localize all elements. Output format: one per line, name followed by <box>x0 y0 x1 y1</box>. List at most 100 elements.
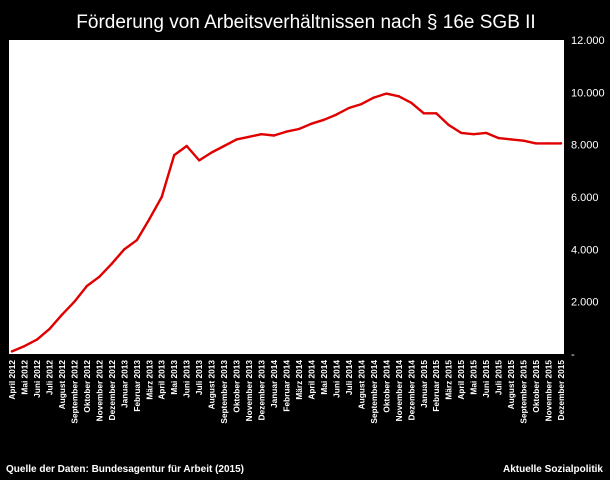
x-tick-label: Oktober 2014 <box>381 360 391 413</box>
data-point <box>210 151 213 154</box>
y-tick-label: 6.000 <box>571 192 599 204</box>
data-point <box>10 350 14 353</box>
x-tick-label: Dezember 2013 <box>257 360 267 421</box>
x-tick-label: April 2013 <box>157 360 167 400</box>
data-point <box>385 92 388 95</box>
y-tick-label: 8.000 <box>571 140 599 152</box>
x-tick-label: Mai 2012 <box>19 360 29 395</box>
x-tick-label: August 2015 <box>506 360 516 410</box>
data-point <box>360 102 363 106</box>
x-tick-label: August 2012 <box>57 360 67 410</box>
x-tick-label: Juli 2015 <box>494 360 504 395</box>
data-point <box>73 300 76 303</box>
data-point <box>60 313 64 316</box>
data-point <box>322 118 326 122</box>
x-tick-label: Juli 2014 <box>344 360 354 395</box>
y-tick-label: 2.000 <box>571 297 599 309</box>
data-point <box>559 142 563 145</box>
y-tick-label: 4.000 <box>571 244 599 256</box>
data-point <box>497 136 500 140</box>
data-point <box>297 127 301 131</box>
data-point <box>135 238 138 242</box>
data-point <box>522 139 525 142</box>
data-point <box>235 138 238 141</box>
x-tick-label: Februar 2015 <box>431 360 441 412</box>
y-tick-label: - <box>571 349 575 361</box>
x-tick-label: Dezember 2015 <box>556 360 566 421</box>
data-point <box>173 153 176 157</box>
y-axis: - 2.000 4.000 6.000 8.000 10.000 12.000 <box>571 35 605 361</box>
x-tick-label: September 2012 <box>69 360 79 424</box>
data-point <box>285 130 288 133</box>
x-axis: April 2012 Mai 2012 Juni 2012 Juli 2012 Augu… <box>7 360 566 424</box>
publisher-credit: Aktuelle Sozialpolitik <box>503 464 603 475</box>
data-point <box>197 159 201 162</box>
data-point <box>23 344 26 348</box>
x-tick-label: Juni 2015 <box>481 360 491 398</box>
x-tick-label: September 2014 <box>369 360 379 424</box>
x-tick-label: Juni 2012 <box>32 360 42 398</box>
data-point <box>509 138 513 141</box>
chart-title: Förderung von Arbeitsverhältnissen nach … <box>76 12 535 33</box>
x-tick-label: April 2014 <box>306 360 316 400</box>
data-point <box>447 123 450 127</box>
x-tick-label: Mai 2015 <box>469 360 479 395</box>
x-tick-label: März 2014 <box>294 360 304 400</box>
x-tick-label: Mai 2014 <box>319 360 329 395</box>
data-point <box>534 142 538 145</box>
x-tick-label: Dezember 2012 <box>107 360 117 421</box>
x-tick-label: September 2013 <box>219 360 229 424</box>
data-point <box>185 144 188 148</box>
x-tick-label: November 2013 <box>244 360 254 422</box>
data-point <box>35 338 39 341</box>
data-point <box>435 112 438 115</box>
data-point <box>397 95 400 98</box>
x-tick-label: September 2015 <box>519 360 529 424</box>
x-tick-label: August 2014 <box>356 360 366 410</box>
data-point <box>160 195 163 199</box>
x-tick-label: März 2013 <box>144 360 154 400</box>
data-point <box>484 131 488 135</box>
x-tick-label: November 2015 <box>544 360 554 422</box>
data-point <box>459 131 463 135</box>
x-tick-label: Dezember 2014 <box>406 360 416 421</box>
data-point <box>123 248 126 251</box>
data-point <box>48 327 51 331</box>
y-tick-label: 10.000 <box>571 87 605 99</box>
data-point <box>347 106 351 110</box>
x-tick-label: Februar 2014 <box>282 360 292 412</box>
data-point <box>310 122 313 125</box>
x-tick-label: Oktober 2012 <box>82 360 92 413</box>
data-point <box>547 142 550 145</box>
data-point <box>85 284 89 288</box>
x-tick-label: Juli 2013 <box>194 360 204 395</box>
data-point <box>222 144 226 148</box>
data-point <box>110 262 114 265</box>
data-source-note: Quelle der Daten: Bundesagentur für Arbe… <box>6 464 244 475</box>
x-tick-label: Februar 2013 <box>132 360 142 412</box>
data-point <box>247 135 251 139</box>
data-point <box>472 133 475 136</box>
x-tick-label: November 2014 <box>394 360 404 422</box>
x-tick-label: Juli 2012 <box>44 360 54 395</box>
x-tick-label: Januar 2014 <box>269 360 279 408</box>
plot-area <box>9 40 564 354</box>
x-tick-label: Mai 2013 <box>169 360 179 395</box>
x-tick-label: Juni 2014 <box>331 360 341 398</box>
x-tick-label: Oktober 2015 <box>531 360 541 413</box>
x-tick-label: Januar 2013 <box>119 360 129 408</box>
data-point <box>98 275 101 279</box>
x-tick-label: März 2015 <box>444 360 454 400</box>
x-tick-label: Juni 2013 <box>182 360 192 398</box>
x-tick-label: Oktober 2013 <box>232 360 242 413</box>
x-tick-label: August 2013 <box>207 360 217 410</box>
data-point <box>422 112 425 115</box>
data-point <box>372 96 376 99</box>
y-tick-label: 12.000 <box>571 35 605 47</box>
data-point <box>260 133 263 136</box>
series-layer <box>10 92 563 353</box>
data-point <box>335 113 338 116</box>
x-tick-label: Januar 2015 <box>419 360 429 408</box>
data-point <box>272 134 276 137</box>
